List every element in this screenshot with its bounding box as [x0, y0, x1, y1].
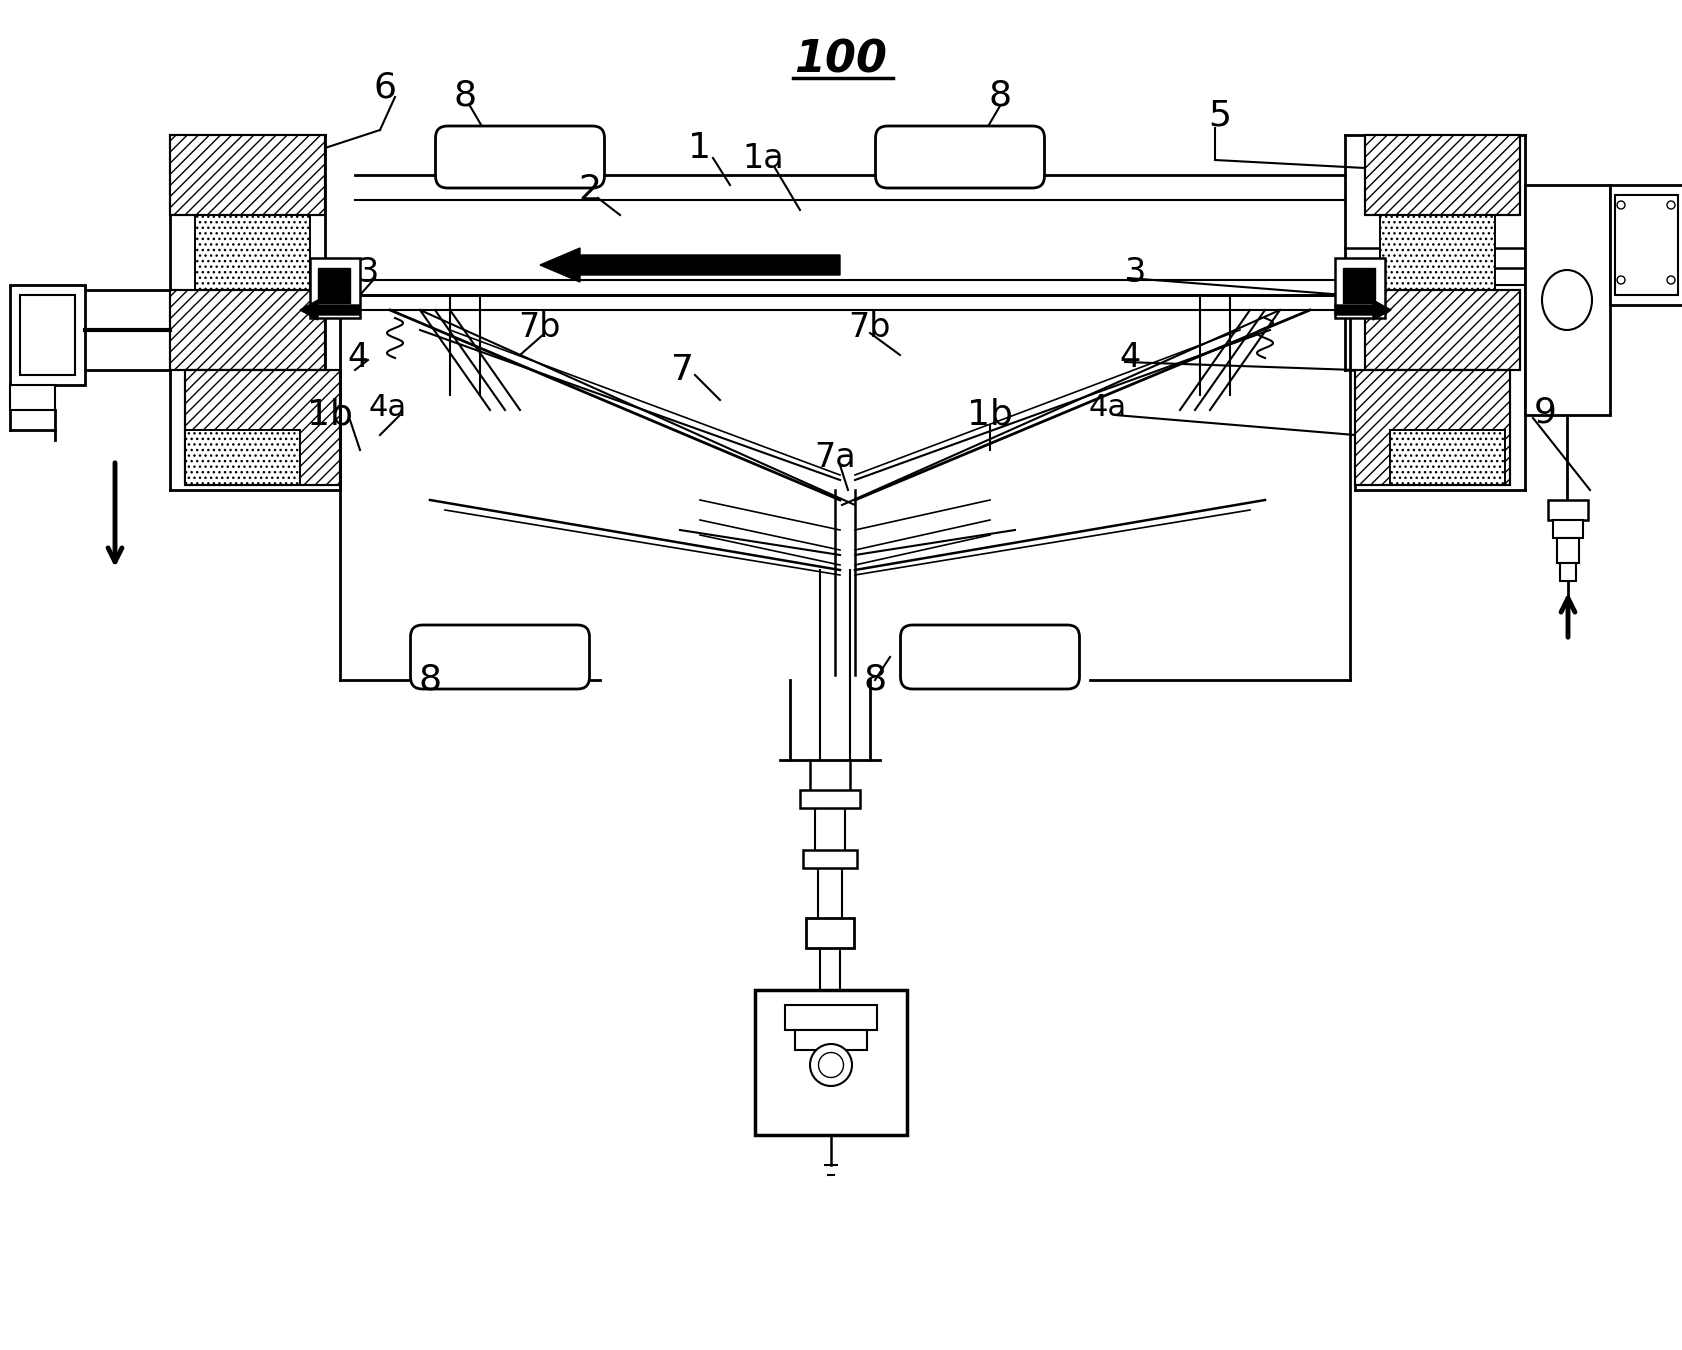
Text: 4a: 4a [1088, 393, 1127, 423]
Bar [1615, 194, 1677, 296]
Bar [170, 135, 325, 215]
Bar [1354, 370, 1509, 485]
FancyBboxPatch shape [410, 625, 589, 688]
Ellipse shape [1616, 201, 1625, 209]
Text: 8: 8 [419, 663, 441, 697]
Ellipse shape [809, 1044, 851, 1085]
Bar [195, 215, 309, 290]
Bar [1559, 563, 1574, 580]
Text: 6: 6 [373, 72, 397, 105]
Polygon shape [540, 248, 839, 282]
Bar [185, 431, 299, 485]
Bar [1379, 215, 1494, 290]
Bar [1364, 290, 1519, 370]
Text: 7b: 7b [518, 312, 560, 344]
Ellipse shape [1541, 270, 1591, 329]
Bar [806, 918, 853, 948]
Bar [1379, 215, 1494, 290]
Bar [1552, 520, 1583, 539]
Text: 1a: 1a [742, 142, 784, 174]
Bar [784, 1004, 876, 1030]
Text: 1: 1 [688, 131, 711, 165]
Text: 7a: 7a [814, 441, 856, 474]
Bar [10, 285, 86, 385]
Text: 2: 2 [579, 173, 600, 207]
Text: 8: 8 [987, 80, 1011, 113]
FancyBboxPatch shape [875, 126, 1045, 188]
Bar [170, 290, 325, 370]
Polygon shape [1334, 300, 1391, 320]
Bar [1547, 500, 1588, 520]
FancyBboxPatch shape [900, 625, 1078, 688]
Text: 4a: 4a [368, 393, 407, 423]
Bar [1364, 135, 1519, 215]
Bar [10, 385, 56, 410]
Text: 7: 7 [671, 352, 695, 387]
Bar [794, 1030, 866, 1050]
Bar [1524, 185, 1610, 414]
Bar [802, 850, 856, 868]
Ellipse shape [1665, 275, 1674, 284]
Bar [1389, 431, 1504, 485]
Text: 7b: 7b [848, 312, 891, 344]
Bar [318, 269, 350, 302]
Bar [1389, 431, 1504, 485]
Bar [1334, 258, 1384, 319]
Bar [1364, 290, 1519, 370]
Ellipse shape [817, 1053, 843, 1077]
Text: 8: 8 [452, 80, 476, 113]
Text: 9: 9 [1532, 396, 1556, 431]
Bar [170, 290, 325, 370]
Bar [755, 990, 907, 1135]
Bar [185, 370, 340, 485]
Bar [185, 431, 299, 485]
Bar [799, 790, 860, 809]
Bar [1556, 539, 1578, 563]
Bar [195, 215, 309, 290]
Text: 4: 4 [346, 342, 368, 374]
Text: 1b: 1b [967, 398, 1013, 432]
Ellipse shape [1665, 201, 1674, 209]
Bar [1342, 269, 1374, 302]
Bar [309, 258, 360, 319]
FancyBboxPatch shape [436, 126, 604, 188]
Text: 5: 5 [1208, 99, 1231, 132]
Text: 3: 3 [1124, 255, 1145, 289]
Bar [1354, 370, 1509, 485]
Bar [1610, 185, 1682, 305]
Text: 3: 3 [357, 255, 378, 289]
Bar [185, 370, 340, 485]
Text: 1b: 1b [306, 398, 353, 432]
Bar [355, 176, 1344, 296]
Bar [20, 296, 76, 375]
Bar [1364, 135, 1519, 215]
Polygon shape [299, 300, 360, 320]
Text: 4: 4 [1119, 342, 1140, 374]
Ellipse shape [1616, 275, 1625, 284]
Text: 100: 100 [794, 39, 886, 81]
Text: 8: 8 [863, 663, 886, 697]
Bar [170, 135, 325, 215]
